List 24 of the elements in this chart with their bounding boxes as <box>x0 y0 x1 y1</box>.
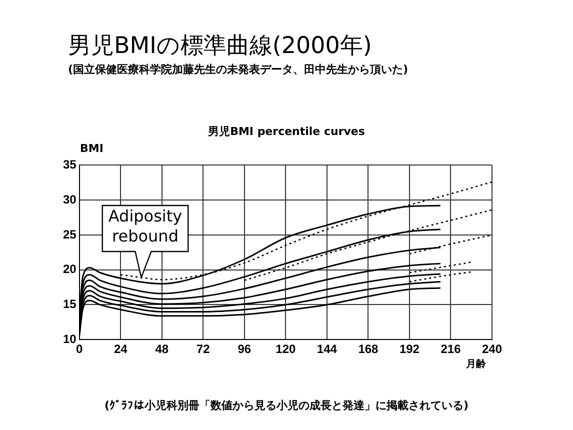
x-tick-label: 0 <box>76 342 84 356</box>
y-tick-label: 15 <box>62 297 77 312</box>
y-tick-label: 20 <box>62 262 77 276</box>
x-tick-label: 168 <box>358 342 379 356</box>
x-tick-label: 240 <box>482 342 502 356</box>
text: 男児BMI percentile curves <box>206 124 366 139</box>
x-tick-label: 48 <box>155 342 169 356</box>
text: (ｸﾞﾗﾌは小児科別冊「数値から見る小児の成長と発達」に掲載されている) <box>103 398 470 413</box>
x-tick-label: 72 <box>196 342 210 356</box>
x-tick-label: 216 <box>440 342 462 356</box>
y-tick-label: 35 <box>62 158 77 172</box>
y-axis-title: BMI <box>80 142 104 155</box>
x-tick-label: 120 <box>276 342 296 356</box>
y-tick-label: 10 <box>62 332 77 346</box>
y-tick-label: 30 <box>62 192 77 206</box>
chart-subtitle: (国立保健医療科学院加藤先生の未発表データ、田中先生から頂いた) <box>68 62 408 77</box>
x-tick-label: 96 <box>238 342 252 356</box>
x-tick-label: 192 <box>399 342 420 356</box>
x-tick-label: 24 <box>114 342 128 356</box>
y-tick-label: 25 <box>62 227 77 242</box>
annotation: Adiposity rebound <box>108 206 182 246</box>
chart-title: 男児BMIの標準曲線(2000年) <box>68 32 372 61</box>
x-axis-title: 月齢 <box>466 358 486 371</box>
x-tick-label: 144 <box>316 342 338 356</box>
